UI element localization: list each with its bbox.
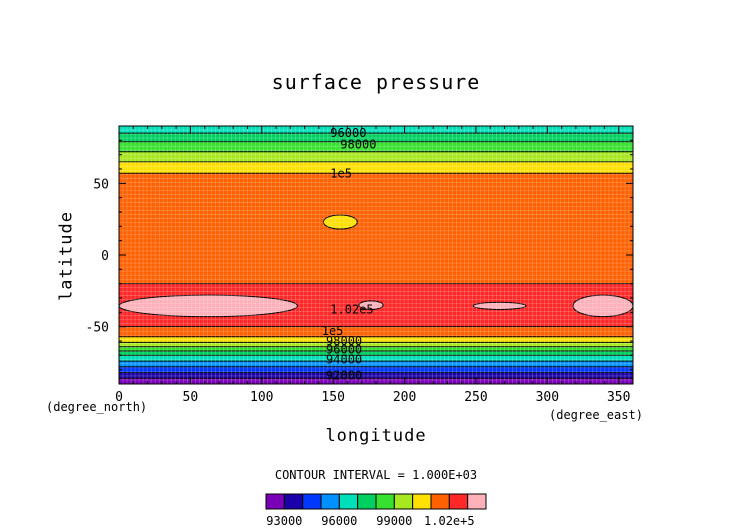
x-axis-unit: (degree_east) — [549, 408, 643, 422]
y-tick-label: -50 — [86, 321, 109, 336]
y-axis-unit: (degree_north) — [46, 400, 148, 414]
colorbar-swatch — [338, 493, 359, 510]
contour-band — [119, 355, 633, 362]
x-tick-label: 350 — [607, 390, 630, 405]
contour-label: 1e5 — [330, 166, 352, 180]
y-tick-label: 0 — [101, 249, 109, 264]
colorbar-swatch — [357, 493, 377, 510]
colorbar-swatch — [467, 493, 487, 510]
high-pressure-patch — [472, 301, 527, 310]
colorbar-swatch — [412, 493, 432, 510]
contour-labels: 96000980001e51.02e51e5980009600094000920… — [322, 126, 377, 382]
y-tick-label: 50 — [93, 177, 109, 192]
contour-label: 1.02e5 — [330, 302, 373, 316]
colorbar-swatch — [265, 493, 285, 510]
contour-band — [119, 161, 633, 174]
colorbar-swatch — [430, 493, 450, 510]
contour-label: 92000 — [326, 368, 362, 382]
contour-label: 98000 — [340, 138, 376, 152]
contour-band — [119, 173, 633, 284]
contour-band — [119, 326, 633, 337]
x-tick-label: 250 — [464, 390, 487, 405]
contour-band — [119, 126, 633, 134]
x-axis-label: longitude — [325, 426, 427, 446]
colorbar-swatch — [375, 493, 395, 510]
colorbar-swatch — [393, 493, 414, 510]
colorbar-tick-label: 93000 — [266, 514, 302, 528]
high-pressure-patch — [358, 300, 384, 310]
contour-band — [119, 346, 633, 352]
x-tick-label: 100 — [250, 390, 273, 405]
colorbar-swatch — [302, 493, 322, 510]
contour-band — [119, 351, 633, 356]
contour-band — [119, 366, 633, 373]
contour-interval-label: CONTOUR INTERVAL = 1.000E+03 — [274, 468, 478, 482]
colorbar-swatch — [320, 493, 340, 510]
contour-label: 96000 — [330, 126, 366, 140]
contour-band — [119, 372, 633, 379]
contour-band — [119, 133, 633, 142]
contour-label: 96000 — [326, 343, 362, 357]
contour-label: 94000 — [326, 353, 362, 367]
x-tick-label: 150 — [321, 390, 344, 405]
chart-title: surface pressure — [271, 70, 481, 94]
contour-band — [119, 336, 633, 343]
contour-band — [119, 342, 633, 347]
colorbar-tick-label: 1.02e+5 — [424, 514, 475, 528]
x-tick-label: 300 — [536, 390, 559, 405]
x-axis: 0 50 100 150 200 250 300 350 — [115, 126, 634, 405]
y-axis: -50 0 50 — [86, 125, 633, 385]
contour-band — [119, 141, 633, 152]
colorbar-swatch — [448, 493, 469, 510]
x-tick-label: 200 — [393, 390, 416, 405]
colorbar: 93000 96000 99000 1.02e+5 — [265, 493, 487, 528]
high-pressure-patch — [572, 294, 633, 318]
contour-bands — [119, 126, 633, 384]
x-tick-label: 50 — [183, 390, 199, 405]
colorbar-tick-label: 99000 — [376, 514, 412, 528]
colorbar-swatch — [283, 493, 304, 510]
high-pressure-patch — [119, 294, 298, 318]
closed-contour-feature — [322, 214, 358, 230]
contour-label: 1e5 — [322, 324, 344, 338]
x-tick-label: 0 — [115, 390, 123, 405]
contour-band — [119, 361, 633, 367]
colorbar-tick-label: 96000 — [321, 514, 357, 528]
contour-label: 98000 — [326, 334, 362, 348]
contour-band — [119, 151, 633, 162]
